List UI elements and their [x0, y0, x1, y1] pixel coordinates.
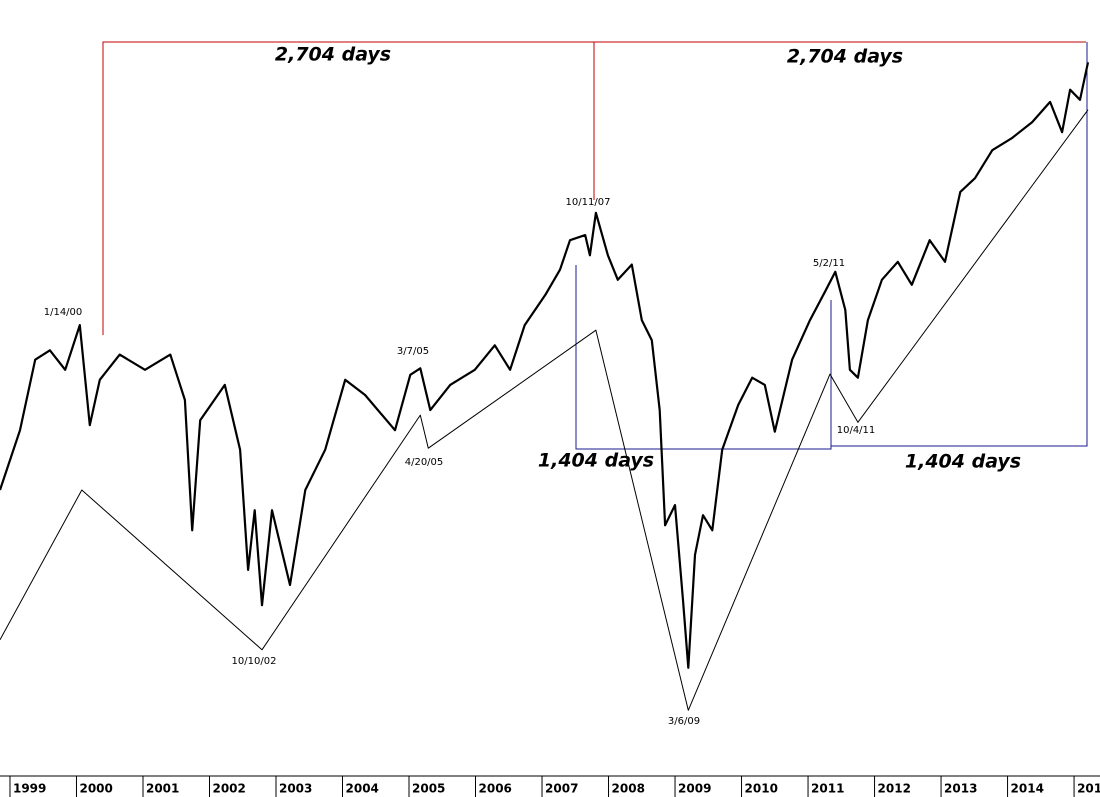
span-brackets	[102, 41, 1088, 450]
span-label: 1,404 days	[905, 451, 1021, 473]
date-label: 4/20/05	[405, 457, 444, 468]
blue-box	[831, 42, 1088, 447]
date-label: 1/14/00	[44, 307, 83, 318]
x-tick-label: 2010	[745, 782, 778, 796]
x-tick-label: 2013	[944, 782, 977, 796]
x-tick-label: 2015	[1077, 782, 1100, 796]
date-label: 10/4/11	[837, 425, 876, 436]
x-tick-label: 2004	[346, 782, 379, 796]
x-tick-label: 2006	[479, 782, 512, 796]
span-label: 2,704 days	[275, 44, 391, 66]
span-label: 1,404 days	[538, 450, 654, 472]
x-tick-label: 2007	[545, 782, 578, 796]
x-tick-label: 2005	[412, 782, 445, 796]
trend-line	[0, 109, 1089, 711]
date-label: 10/11/07	[566, 197, 611, 208]
x-tick-label: 2012	[878, 782, 911, 796]
x-tick-label: 2003	[279, 782, 312, 796]
x-tick-label: 2008	[612, 782, 645, 796]
x-tick-label: 2009	[678, 782, 711, 796]
red-bracket	[102, 41, 595, 335]
x-tick-label: 2002	[212, 782, 245, 796]
date-label: 10/10/02	[232, 656, 277, 667]
blue-box	[575, 265, 832, 450]
x-tick-label: 2014	[1011, 782, 1044, 796]
x-tick-label: 1999	[13, 782, 46, 796]
date-label: 3/7/05	[397, 346, 429, 357]
date-label: 5/2/11	[813, 258, 845, 269]
span-label: 2,704 days	[787, 46, 903, 68]
x-tick-label: 2011	[811, 782, 844, 796]
x-tick-label: 2001	[146, 782, 179, 796]
date-label: 3/6/09	[668, 716, 700, 727]
price-line	[0, 62, 1090, 669]
x-tick-label: 2000	[79, 782, 112, 796]
